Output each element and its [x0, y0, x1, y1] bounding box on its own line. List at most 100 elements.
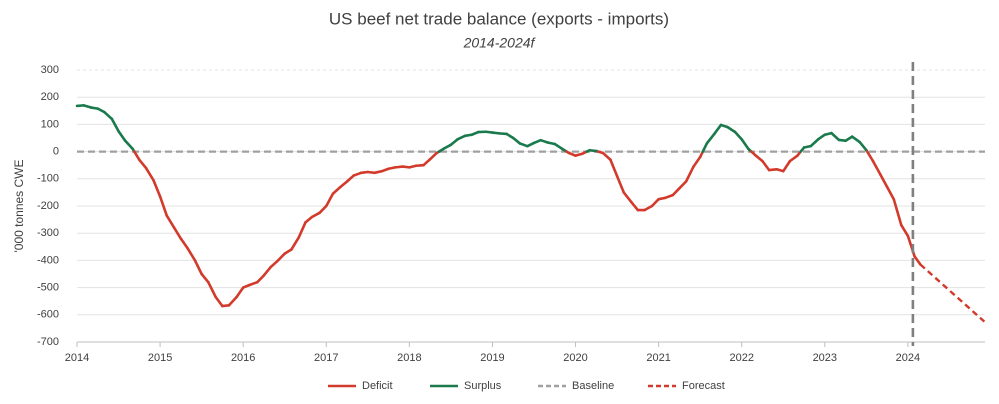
- trade-balance-segment: [165, 214, 176, 230]
- trade-balance-segment: [705, 132, 716, 145]
- trade-balance-segment: [262, 265, 272, 277]
- y-tick-label: -100: [37, 173, 59, 185]
- forecast-line: [919, 263, 986, 323]
- trade-balance-segment: [518, 142, 529, 148]
- trade-balance-segment: [339, 180, 349, 189]
- trade-balance-segment: [740, 138, 750, 151]
- x-tick-label: 2014: [65, 352, 89, 364]
- trade-balance-segment: [684, 165, 695, 183]
- trade-balance-segment: [830, 131, 841, 142]
- y-tick-label: 300: [41, 64, 59, 76]
- legend-label: Surplus: [464, 380, 502, 392]
- trade-balance-segment: [615, 174, 626, 194]
- trade-balance-segment: [152, 178, 162, 198]
- trade-balance-segment: [186, 246, 197, 262]
- y-tick-label: -300: [37, 227, 59, 239]
- y-tick-label: -400: [37, 254, 59, 266]
- trade-balance-segment: [809, 138, 820, 148]
- trade-balance-segment: [449, 138, 459, 147]
- trade-balance-segment: [788, 154, 799, 163]
- trade-balance-segment: [622, 191, 633, 204]
- trade-balance-segment: [138, 158, 148, 170]
- trade-balance-segment: [865, 150, 875, 163]
- trade-balance-segment: [235, 286, 245, 299]
- x-tick-label: 2015: [148, 352, 172, 364]
- trade-balance-segment: [553, 142, 563, 150]
- trade-balance-segment: [899, 223, 910, 238]
- legend-label: Forecast: [682, 380, 725, 392]
- trade-balance-segment: [879, 173, 889, 189]
- trade-balance-segment: [352, 171, 363, 177]
- legend-label: Deficit: [362, 380, 393, 392]
- trade-balance-segment: [428, 151, 439, 161]
- trade-balance-segment: [892, 197, 903, 227]
- trade-balance-segment: [650, 197, 660, 208]
- y-tick-label: -600: [37, 309, 59, 321]
- trade-balance-segment: [144, 166, 155, 182]
- trade-balance-segment: [331, 185, 342, 196]
- trade-balance-segment: [858, 140, 868, 152]
- x-tick-label: 2016: [231, 352, 255, 364]
- x-tick-label: 2022: [729, 352, 753, 364]
- y-tick-label: 200: [41, 91, 59, 103]
- trade-balance-segment: [643, 204, 654, 212]
- trade-balance-segment: [297, 221, 307, 239]
- trade-balance-segment: [256, 274, 266, 284]
- chart-subtitle: 2014-2024f: [463, 35, 537, 51]
- trade-balance-segment: [172, 226, 183, 240]
- y-tick-label: 0: [53, 146, 59, 158]
- trade-balance-segment: [200, 272, 210, 284]
- trade-balance-segment: [123, 139, 134, 151]
- trade-balance-segment: [629, 200, 640, 212]
- trade-balance-segment: [276, 252, 287, 262]
- trade-balance-segment: [269, 259, 280, 269]
- trade-balance-segment: [206, 280, 218, 299]
- trade-balance-segment: [310, 211, 321, 219]
- trade-balance-segment: [816, 133, 827, 141]
- trade-balance-segment: [913, 255, 922, 266]
- trade-balance-segment: [193, 259, 203, 276]
- chart-title: US beef net trade balance (exports - imp…: [329, 9, 669, 28]
- trade-balance-segment: [761, 159, 771, 172]
- x-tick-label: 2021: [646, 352, 670, 364]
- legend-label: Baseline: [572, 380, 614, 392]
- trade-balance-segment: [850, 135, 862, 144]
- trade-balance-segment: [456, 134, 467, 141]
- trade-balance-segment: [692, 155, 702, 168]
- trade-balance-segment: [663, 193, 675, 200]
- trade-balance-segment: [671, 187, 681, 197]
- trade-balance-segment: [133, 150, 141, 162]
- trade-balance-segment: [871, 159, 882, 177]
- y-tick-label: 100: [41, 118, 59, 130]
- x-tick-label: 2020: [563, 352, 587, 364]
- x-tick-label: 2017: [314, 352, 338, 364]
- trade-balance-segment: [713, 123, 723, 136]
- trade-balance-segment: [214, 295, 224, 308]
- trade-balance-segment: [158, 195, 169, 217]
- trade-balance-segment: [781, 159, 792, 173]
- trade-balance-segment: [733, 130, 744, 141]
- trade-balance-segment: [678, 180, 688, 190]
- trade-balance-segment: [601, 151, 612, 162]
- trade-balance-segment: [318, 204, 328, 215]
- x-tick-label: 2023: [813, 352, 837, 364]
- y-tick-label: -200: [37, 200, 59, 212]
- trade-balance-segment: [117, 129, 127, 143]
- trade-balance-segment: [422, 157, 432, 167]
- trade-balance-segment: [227, 295, 238, 307]
- trade-balance-segment: [103, 110, 114, 121]
- trade-balance-segment: [701, 142, 709, 153]
- trade-balance-segment: [539, 138, 550, 144]
- y-axis-label: '000 tonnes CWE: [12, 159, 26, 252]
- trade-balance-segment: [290, 235, 301, 251]
- trade-balance-segment: [885, 185, 896, 201]
- trade-balance-segment: [179, 237, 189, 250]
- trade-balance-segment: [345, 174, 355, 183]
- trade-balance-segment: [511, 136, 522, 145]
- trade-balance-segment: [324, 192, 335, 208]
- x-tick-label: 2018: [397, 352, 421, 364]
- trade-balance-segment: [110, 117, 120, 133]
- x-tick-label: 2024: [896, 352, 920, 364]
